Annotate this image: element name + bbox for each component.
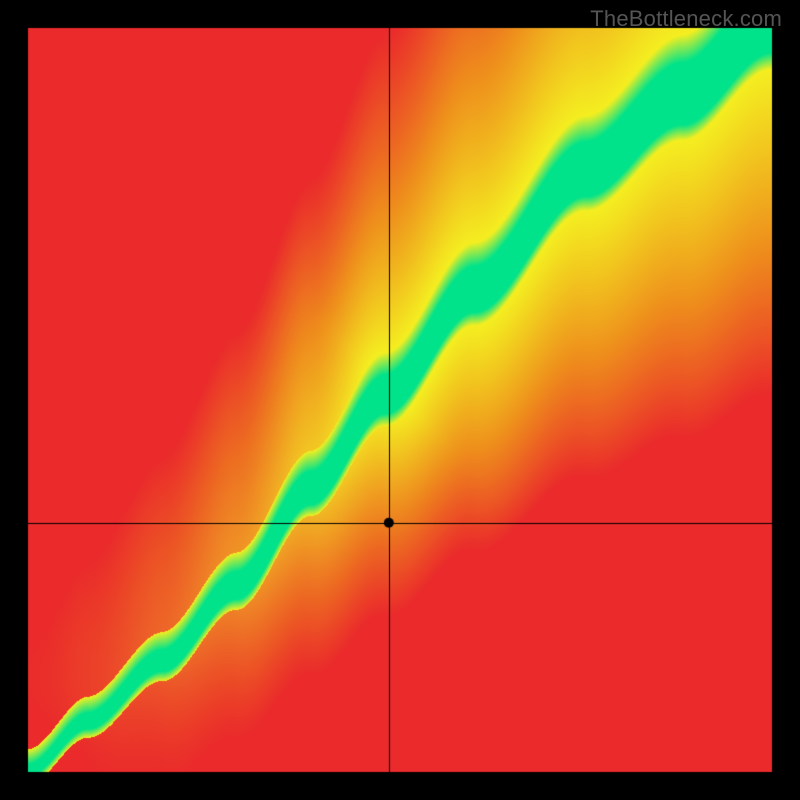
bottleneck-heatmap <box>0 0 800 800</box>
watermark-text: TheBottleneck.com <box>590 6 782 32</box>
